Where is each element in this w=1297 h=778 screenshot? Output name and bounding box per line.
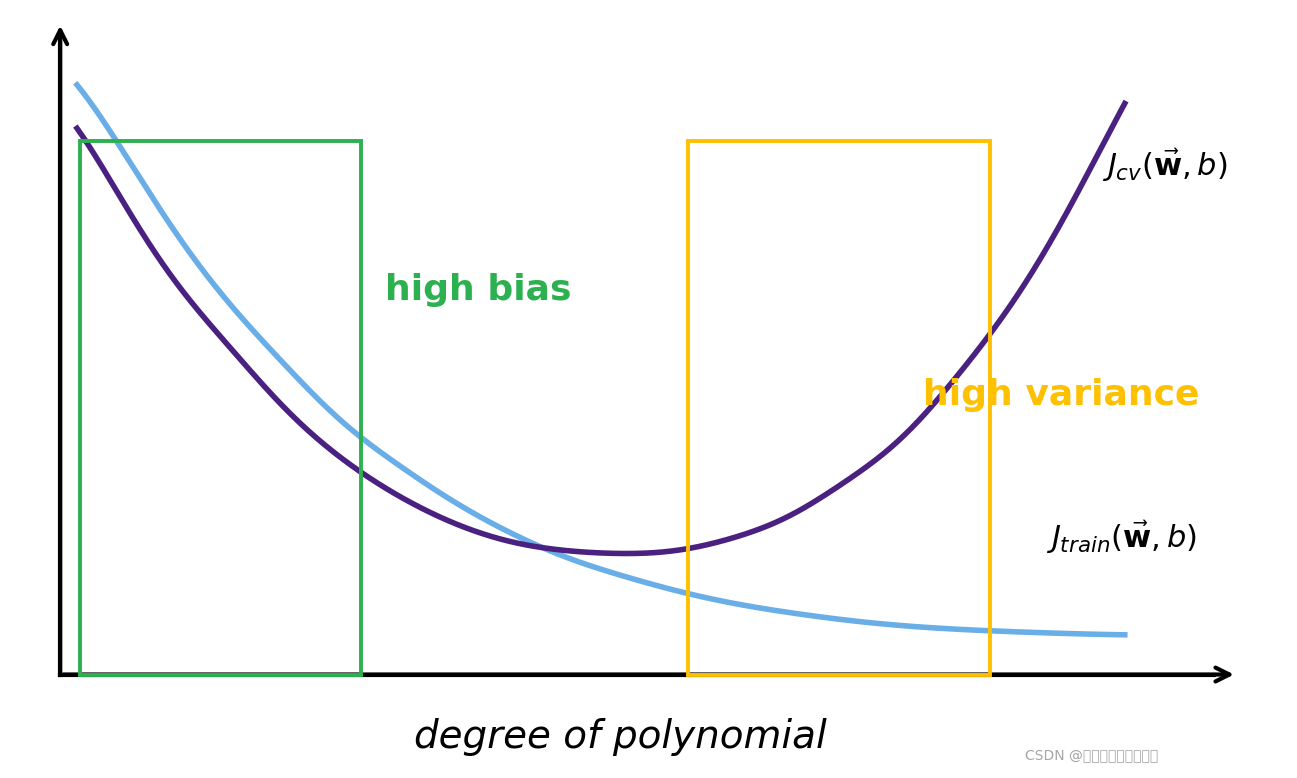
Bar (80, 141, 361, 675)
Text: high variance: high variance (923, 378, 1200, 412)
Text: degree of polynomial: degree of polynomial (414, 717, 827, 755)
Text: CSDN @脚踏实地的大梦想家: CSDN @脚踏实地的大梦想家 (1025, 748, 1158, 762)
Text: $J_{train}(\vec{\mathbf{w}}, b)$: $J_{train}(\vec{\mathbf{w}}, b)$ (1047, 520, 1197, 556)
Text: high bias: high bias (385, 272, 572, 307)
Text: $J_{cv}(\vec{\mathbf{w}}, b)$: $J_{cv}(\vec{\mathbf{w}}, b)$ (1102, 147, 1228, 184)
Bar (687, 141, 991, 675)
